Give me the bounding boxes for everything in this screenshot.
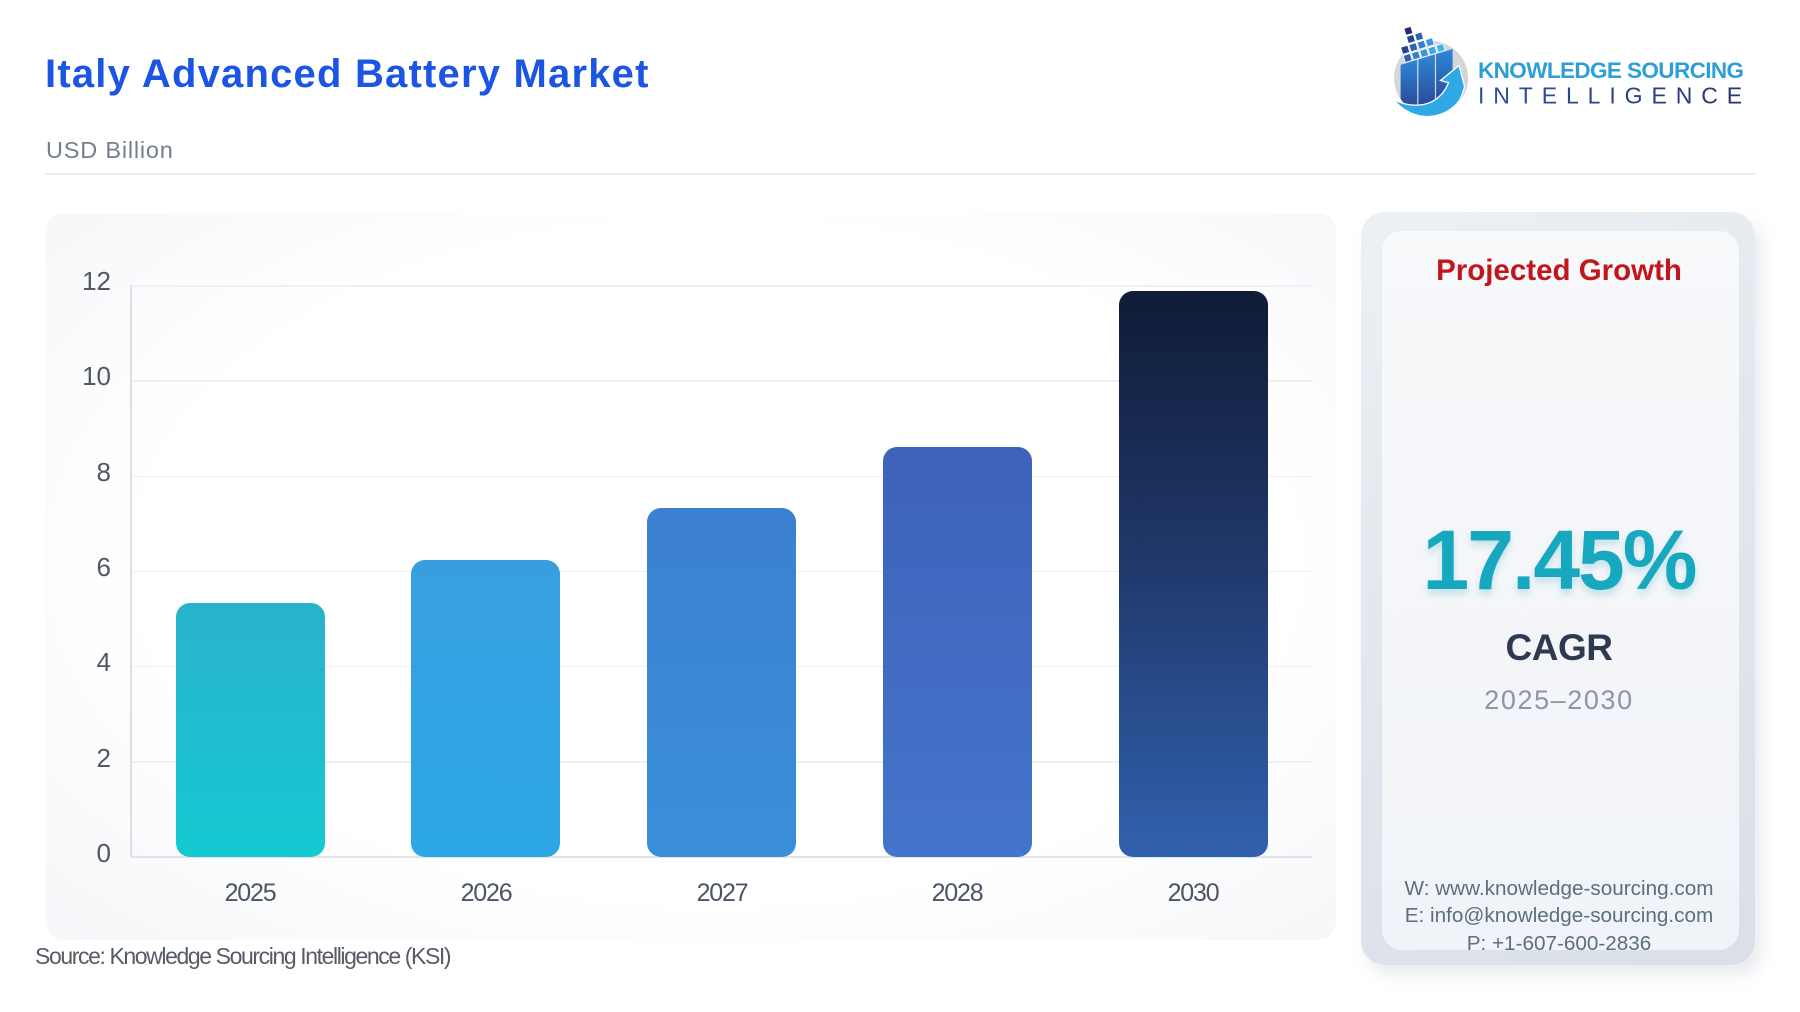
svg-text:INTELLIGENCE: INTELLIGENCE — [1478, 83, 1751, 109]
svg-text:KNOWLEDGE SOURCING: KNOWLEDGE SOURCING — [1478, 58, 1744, 83]
